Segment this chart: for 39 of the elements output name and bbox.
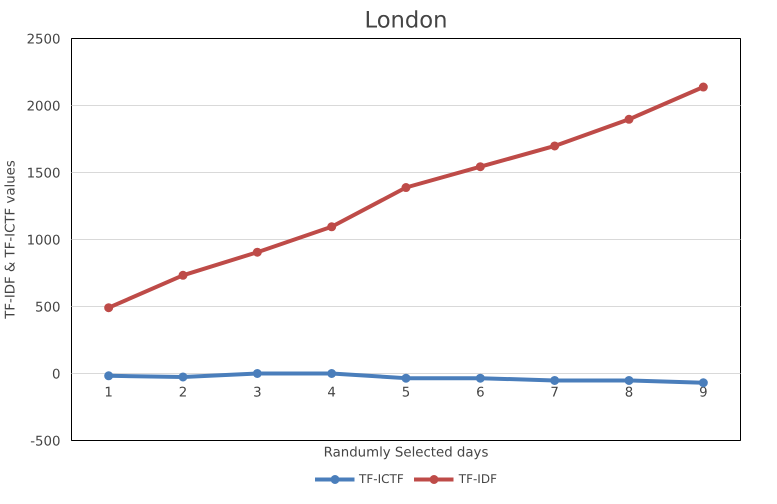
point: [476, 374, 485, 383]
x-axis-title: Randumly Selected days: [324, 446, 488, 460]
legend-label: TF-IDF: [458, 472, 497, 486]
point: [104, 371, 114, 380]
point: [402, 183, 410, 192]
point: [698, 378, 708, 388]
point: [476, 162, 485, 172]
point: [550, 376, 560, 385]
point: [252, 369, 262, 378]
x-tick-label: 6: [476, 386, 485, 400]
point: [327, 222, 336, 232]
x-tick-label: 7: [550, 386, 559, 400]
point: [327, 369, 336, 378]
y-axis-title: TF-IDF & TF-ICTF values: [4, 160, 19, 320]
y-tick-label: 500: [35, 300, 61, 316]
point: [178, 372, 188, 382]
point: [550, 141, 560, 150]
x-tick-label: 3: [253, 386, 262, 400]
point: [178, 270, 188, 280]
x-tick-label: 9: [699, 386, 708, 400]
x-tick-label: 4: [327, 386, 336, 400]
point: [104, 303, 114, 312]
y-tick-label: 2000: [26, 100, 61, 114]
y-tick-label: 0: [52, 368, 61, 382]
x-tick-label: 8: [624, 386, 634, 400]
x-tick-label: 1: [104, 386, 113, 400]
legend-label: TF-ICTF: [359, 472, 404, 486]
point: [624, 114, 634, 124]
point: [402, 374, 410, 383]
point: [252, 248, 262, 257]
point: [698, 82, 708, 92]
y-tick-label: 1000: [26, 234, 61, 248]
x-tick-label: 2: [178, 386, 188, 400]
chart-title: London: [364, 8, 448, 34]
point: [624, 376, 634, 385]
y-tick-label: 2500: [26, 32, 61, 48]
x-tick-label: 5: [402, 386, 410, 400]
y-tick-label: -500: [30, 434, 60, 450]
y-tick-label: 1500: [26, 166, 61, 182]
